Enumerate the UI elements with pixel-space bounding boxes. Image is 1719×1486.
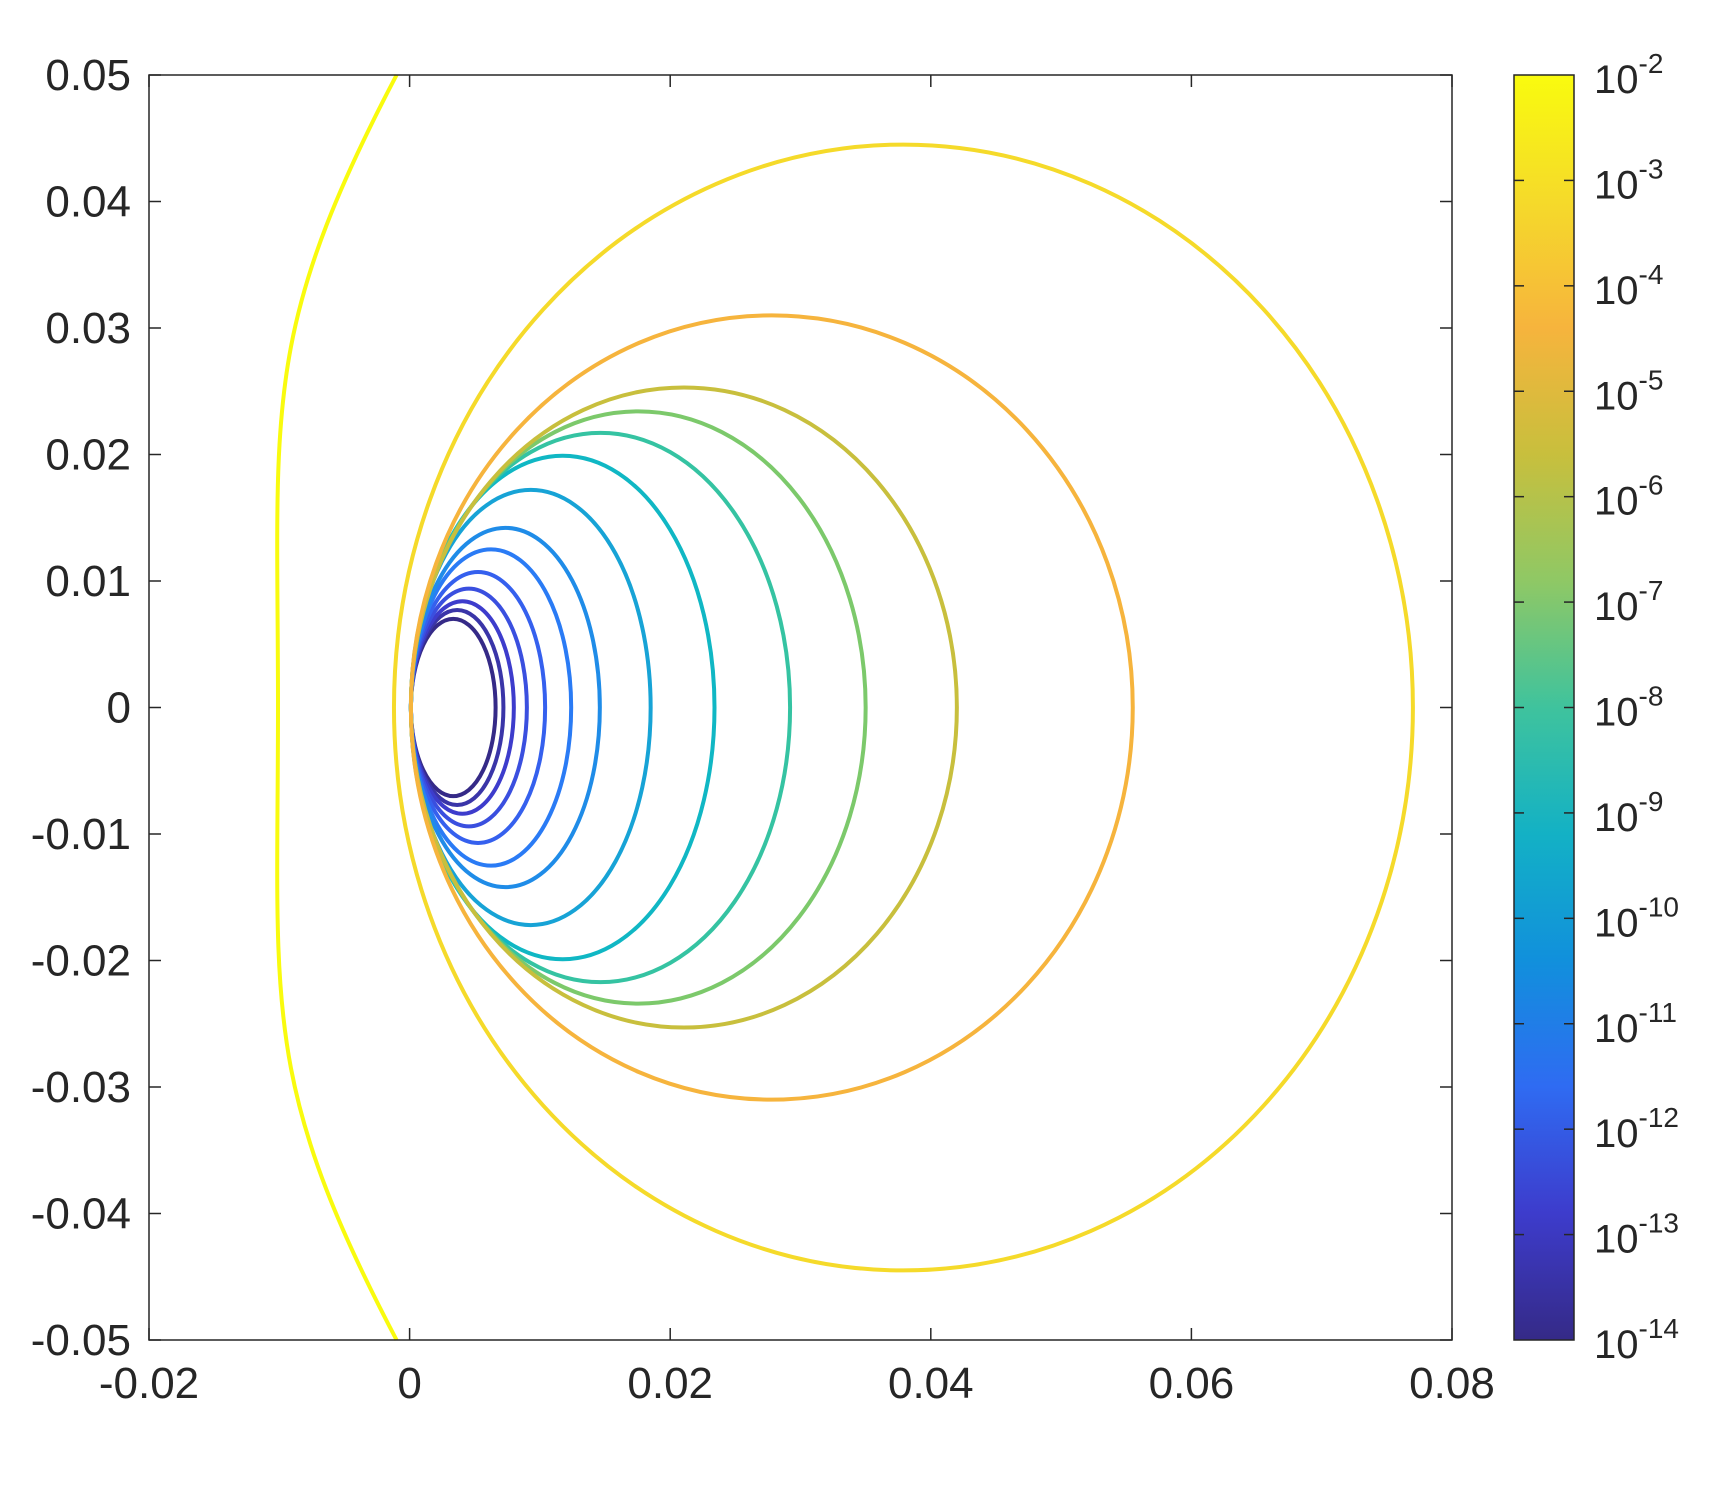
y-tick-label: 0.05 xyxy=(45,51,131,100)
colorbar-tick-label: 10-8 xyxy=(1594,681,1663,735)
contour-line-12 xyxy=(408,313,1135,1102)
colorbar-tick-label: 10-10 xyxy=(1594,891,1679,945)
contour-line-6 xyxy=(408,525,602,890)
colorbar-tick-label: 10-2 xyxy=(1594,48,1663,102)
contour-line-13 xyxy=(391,142,1415,1273)
contour-line-5 xyxy=(408,547,574,868)
y-tick-label: 0.01 xyxy=(45,557,131,606)
y-tick-label: 0.04 xyxy=(45,178,131,227)
x-axis: -0.02 0 0.02 0.04 0.06 0.08 xyxy=(99,75,1495,1408)
contour-line-0 xyxy=(408,616,498,799)
y-tick-label: -0.01 xyxy=(31,810,131,859)
colorbar-tick-label: 10-13 xyxy=(1594,1208,1679,1262)
colorbar-tick-label: 10-5 xyxy=(1594,364,1663,418)
y-tick-label: 0.03 xyxy=(45,304,131,353)
x-tick-label: 0.06 xyxy=(1149,1359,1235,1408)
colorbar-tick-label: 10-9 xyxy=(1594,786,1663,840)
x-tick-label: 0 xyxy=(397,1359,421,1408)
contour-line-2 xyxy=(408,599,516,816)
colorbar: 10-2 10-3 10-4 10-5 10-6 10-7 10-8 10-9 10-10 10-… xyxy=(1513,48,1679,1367)
contour-line-4 xyxy=(408,570,548,845)
contour-lines xyxy=(275,74,1415,1341)
contour-line-11 xyxy=(408,385,959,1030)
y-tick-label: 0.02 xyxy=(45,431,131,480)
y-tick-label: -0.02 xyxy=(31,937,131,986)
x-tick-label: 0.04 xyxy=(888,1359,974,1408)
x-tick-label: 0.08 xyxy=(1409,1359,1495,1408)
contour-line-14 xyxy=(275,74,399,1341)
axes-box xyxy=(148,74,1453,1341)
y-tick-label: -0.05 xyxy=(31,1316,131,1365)
y-tick-label: 0 xyxy=(107,684,131,733)
colorbar-tick-label: 10-4 xyxy=(1594,259,1663,313)
x-tick-label: 0.02 xyxy=(627,1359,713,1408)
colorbar-tick-label: 10-12 xyxy=(1594,1102,1679,1156)
x-tick-label: -0.02 xyxy=(99,1359,199,1408)
contour-line-10 xyxy=(408,408,868,1007)
contour-line-3 xyxy=(408,586,529,829)
contour-line-7 xyxy=(408,487,653,928)
colorbar-tick-label: 10-14 xyxy=(1594,1313,1679,1367)
colorbar-tick-label: 10-6 xyxy=(1594,470,1663,524)
y-tick-label: -0.04 xyxy=(31,1190,131,1239)
y-tick-label: -0.03 xyxy=(31,1063,131,1112)
contour-line-1 xyxy=(408,608,506,807)
colorbar-tick-label: 10-3 xyxy=(1594,153,1663,207)
colorbar-tick-label: 10-7 xyxy=(1594,575,1663,629)
y-axis: -0.05 -0.04 -0.03 -0.02 -0.01 0 0.01 0.02 0.03 0.… xyxy=(31,51,1452,1365)
colorbar-tick-label: 10-11 xyxy=(1594,997,1677,1051)
